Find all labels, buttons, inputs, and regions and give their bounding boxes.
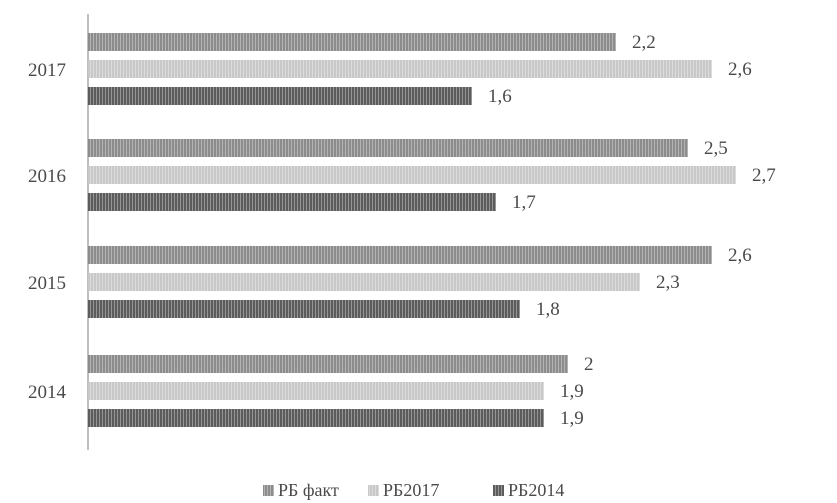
value-labels: 2,22,61,62,52,71,72,62,31,821,91,9 [488, 32, 776, 429]
bar-2017-series-1 [88, 60, 712, 78]
value-label-2017-series-0: 2,2 [632, 32, 656, 53]
legend-swatch-1 [368, 485, 379, 496]
legend-label-1: РБ2017 [383, 480, 439, 500]
legend-swatch-2 [493, 485, 504, 496]
value-label-2014-series-2: 1,9 [560, 408, 584, 429]
category-label-2017: 2017 [28, 60, 66, 81]
value-label-2015-series-0: 2,6 [728, 245, 752, 266]
bar-2017-series-2 [88, 87, 472, 105]
bar-2015-series-0 [88, 246, 712, 264]
category-label-2014: 2014 [28, 382, 67, 403]
bar-2017-series-0 [88, 33, 616, 51]
bar-2016-series-2 [88, 193, 496, 211]
category-label-2016: 2016 [28, 166, 66, 187]
category-labels: 2017 2016 2015 2014 [28, 60, 67, 403]
legend-swatch-0 [263, 485, 274, 496]
bar-2014-series-1 [88, 382, 544, 400]
bar-2015-series-1 [88, 273, 640, 291]
value-label-2014-series-1: 1,9 [560, 381, 584, 402]
value-label-2015-series-2: 1,8 [536, 299, 560, 320]
bar-2014-series-2 [88, 409, 544, 427]
category-label-2015: 2015 [28, 273, 66, 294]
bars-layer [88, 33, 736, 427]
bar-2016-series-1 [88, 166, 736, 184]
value-label-2017-series-1: 2,6 [728, 59, 752, 80]
value-label-2017-series-2: 1,6 [488, 86, 512, 107]
value-label-2016-series-2: 1,7 [512, 192, 536, 213]
value-label-2016-series-0: 2,5 [704, 138, 728, 159]
legend-label-2: РБ2014 [508, 480, 564, 500]
bar-2015-series-2 [88, 300, 520, 318]
value-label-2014-series-0: 2 [584, 354, 594, 375]
bar-2016-series-0 [88, 139, 688, 157]
value-label-2016-series-1: 2,7 [752, 165, 776, 186]
legend-label-0: РБ факт [278, 480, 339, 500]
legend: РБ факт РБ2017 РБ2014 [263, 480, 564, 500]
value-label-2015-series-1: 2,3 [656, 272, 680, 293]
bar-2014-series-0 [88, 355, 568, 373]
